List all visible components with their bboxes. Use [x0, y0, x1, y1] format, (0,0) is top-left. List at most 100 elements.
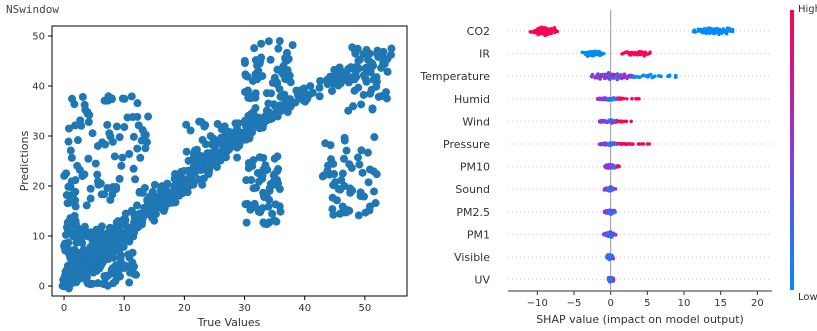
scatter-point: [370, 133, 379, 142]
shap-point: [606, 256, 610, 260]
scatter-point: [323, 80, 332, 89]
shap-point: [600, 97, 605, 101]
shap-point: [630, 97, 634, 101]
scatter-point: [198, 180, 207, 189]
scatter-point: [270, 102, 279, 111]
feature-label: CO2: [467, 25, 490, 38]
shap-point: [638, 75, 642, 79]
feature-label: Sound: [455, 183, 490, 196]
scatter-point: [133, 201, 142, 210]
scatter-point: [68, 226, 77, 235]
scatter-point: [170, 174, 179, 183]
shap-point: [652, 74, 656, 79]
scatter-point: [281, 97, 290, 106]
scatter-point: [374, 52, 383, 61]
scatter-point: [108, 230, 117, 239]
shap-point: [721, 30, 725, 34]
shap-point: [610, 142, 614, 147]
scatter-point: [327, 155, 336, 164]
scatter-point: [264, 37, 273, 46]
y-axis-label: Predictions: [18, 131, 31, 192]
scatter-point: [363, 148, 372, 157]
scatter-point: [110, 152, 119, 161]
scatter-point: [357, 100, 366, 109]
scatter-plot: 0 10 20 30 40 50 0 10 20 30 40 50 True Values Pred…: [18, 25, 408, 329]
scatter-point: [128, 113, 137, 122]
x-axis-label: True Values: [197, 316, 261, 329]
shap-point: [595, 76, 600, 80]
scatter-point: [274, 44, 283, 53]
shap-point: [589, 52, 593, 56]
shap-point: [702, 29, 707, 34]
scatter-point: [275, 202, 284, 211]
shap-point: [603, 187, 607, 192]
scatter-point: [342, 146, 351, 155]
scatter-point: [213, 120, 222, 129]
shap-point: [600, 72, 605, 77]
shap-point: [593, 49, 598, 53]
shap-point: [598, 142, 602, 147]
scatter-point: [109, 253, 118, 262]
scatter-point: [226, 143, 235, 152]
shap-point: [547, 28, 551, 32]
feature-label: Visible: [454, 251, 490, 264]
scatter-point: [120, 123, 129, 132]
shap-point: [608, 210, 612, 214]
scatter-point: [241, 200, 250, 209]
scatter-point: [65, 198, 74, 207]
y-tick-label: 0: [39, 282, 45, 293]
shap-point: [709, 29, 714, 34]
scatter-point: [252, 72, 261, 81]
scatter-point: [338, 202, 347, 211]
shap-point: [649, 72, 653, 77]
scatter-point: [133, 99, 142, 108]
scatter-point: [351, 49, 360, 58]
scatter-point: [97, 222, 106, 231]
scatter-point: [345, 206, 354, 215]
shap-points: [528, 25, 735, 284]
shap-point: [631, 74, 635, 78]
scatter-point: [187, 168, 196, 177]
scatter-point: [94, 264, 103, 273]
scatter-point: [69, 232, 78, 241]
shap-x-tick-label: 5: [644, 298, 650, 309]
scatter-point: [134, 121, 143, 130]
scatter-point: [125, 224, 134, 233]
scatter-point: [242, 218, 251, 227]
scatter-point: [253, 61, 262, 70]
shap-point: [624, 119, 629, 124]
scatter-points: [58, 37, 396, 293]
scatter-point: [80, 170, 89, 179]
scatter-point: [83, 266, 92, 275]
scatter-point: [78, 93, 87, 102]
scatter-point: [68, 261, 77, 270]
shap-point: [636, 97, 640, 101]
scatter-point: [359, 90, 368, 99]
scatter-point: [364, 178, 373, 187]
scatter-point: [86, 247, 95, 256]
scatter-point: [353, 153, 362, 162]
scatter-point: [382, 88, 391, 97]
scatter-point: [372, 170, 381, 179]
scatter-point: [377, 63, 386, 72]
scatter-point: [234, 119, 243, 128]
shap-point: [609, 186, 614, 190]
feature-label: Wind: [462, 115, 490, 128]
scatter-point: [155, 191, 164, 200]
scatter-point: [328, 193, 337, 202]
scatter-point: [340, 136, 349, 145]
scatter-point: [264, 202, 273, 211]
shap-point: [611, 211, 616, 215]
shap-point: [603, 74, 608, 79]
scatter-point: [368, 59, 377, 68]
scatter-point: [264, 99, 273, 108]
shap-point: [632, 52, 636, 57]
scatter-point: [275, 85, 284, 94]
scatter-point: [182, 147, 191, 156]
scatter-point: [64, 182, 73, 191]
shap-x-axis-label: SHAP value (impact on model output): [536, 313, 744, 326]
scatter-point: [117, 161, 126, 170]
feature-label: PM1: [467, 228, 490, 241]
scatter-point: [369, 75, 378, 84]
scatter-point: [303, 94, 312, 103]
